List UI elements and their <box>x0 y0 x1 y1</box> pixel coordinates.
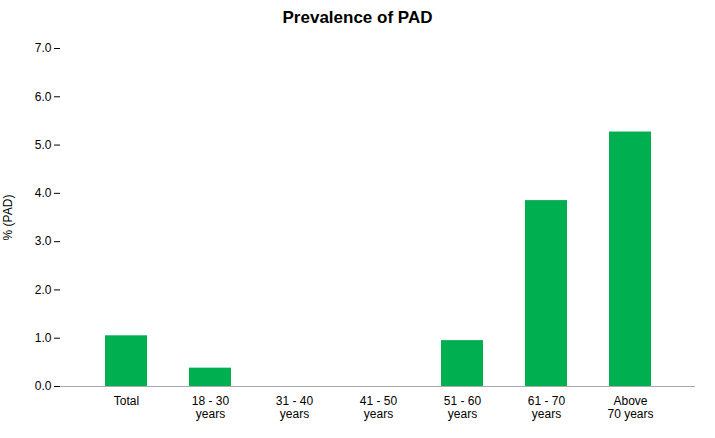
svg-text:6.0: 6.0 <box>35 90 52 104</box>
svg-text:41 - 50years: 41 - 50years <box>360 394 398 421</box>
svg-text:0.0: 0.0 <box>35 379 52 393</box>
svg-text:18 - 30years: 18 - 30years <box>192 394 230 421</box>
svg-text:Total: Total <box>114 394 139 408</box>
svg-text:5.0: 5.0 <box>35 138 52 152</box>
svg-text:% (PAD): % (PAD) <box>1 195 15 241</box>
svg-text:4.0: 4.0 <box>35 186 52 200</box>
svg-text:7.0: 7.0 <box>35 41 52 55</box>
svg-text:51 - 60years: 51 - 60years <box>444 394 482 421</box>
svg-text:Above70 years: Above70 years <box>607 394 653 421</box>
svg-text:3.0: 3.0 <box>35 234 52 248</box>
svg-text:2.0: 2.0 <box>35 283 52 297</box>
svg-text:31 - 40years: 31 - 40years <box>276 394 314 421</box>
svg-text:61 - 70years: 61 - 70years <box>528 394 566 421</box>
html-text:Prevalence of PAD: Prevalence of PAD <box>282 8 433 27</box>
svg-text:1.0: 1.0 <box>35 331 52 345</box>
